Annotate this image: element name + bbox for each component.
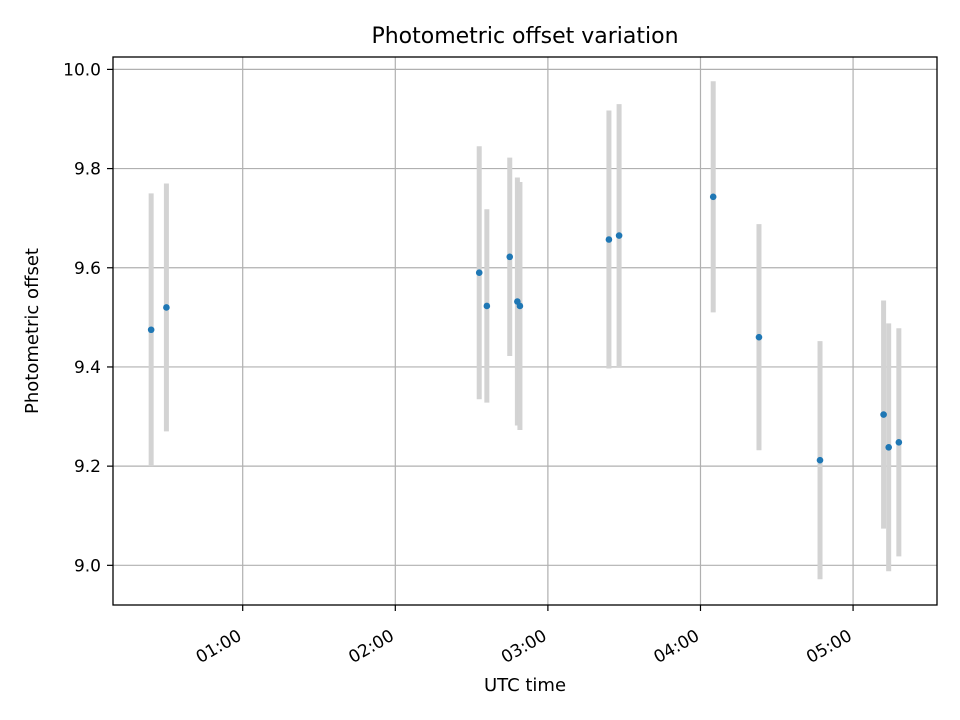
x-tick-label: 02:00 (345, 626, 397, 668)
data-point (506, 253, 514, 261)
x-tick-label: 01:00 (193, 626, 245, 668)
data-point (880, 411, 887, 418)
chart-title: Photometric offset variation (371, 24, 678, 49)
data-point (615, 232, 623, 239)
data-point (516, 302, 524, 310)
data-point (709, 193, 717, 201)
x-axis-ticks: 01:00 02:00 03:00 04:00 05:00 (193, 605, 856, 668)
data-point (755, 333, 763, 341)
x-tick-label: 04:00 (651, 626, 703, 668)
data-point (895, 439, 903, 446)
y-tick-label: 9.8 (74, 160, 101, 180)
data-point (483, 302, 491, 310)
x-tick-label: 03:00 (498, 626, 550, 668)
x-tick-label: 05:00 (803, 626, 855, 668)
y-tick-label: 9.2 (74, 457, 101, 477)
data-point (816, 456, 824, 464)
y-tick-label: 9.4 (74, 358, 101, 378)
grid (113, 57, 937, 605)
plot-frame (112, 56, 938, 606)
data-points (147, 193, 903, 464)
x-axis-label: UTC time (484, 675, 566, 696)
data-point (885, 443, 892, 451)
error-bars (148, 81, 902, 580)
y-tick-label: 9.6 (74, 259, 101, 279)
data-point (147, 326, 155, 334)
data-point (605, 236, 613, 243)
data-point (163, 304, 170, 311)
y-axis-label: Photometric offset (22, 248, 43, 414)
y-tick-label: 10.0 (63, 60, 101, 80)
y-tick-label: 9.0 (74, 556, 101, 576)
data-point (475, 269, 483, 277)
y-axis-ticks: 9.0 9.2 9.4 9.6 9.8 10.0 (63, 60, 113, 576)
